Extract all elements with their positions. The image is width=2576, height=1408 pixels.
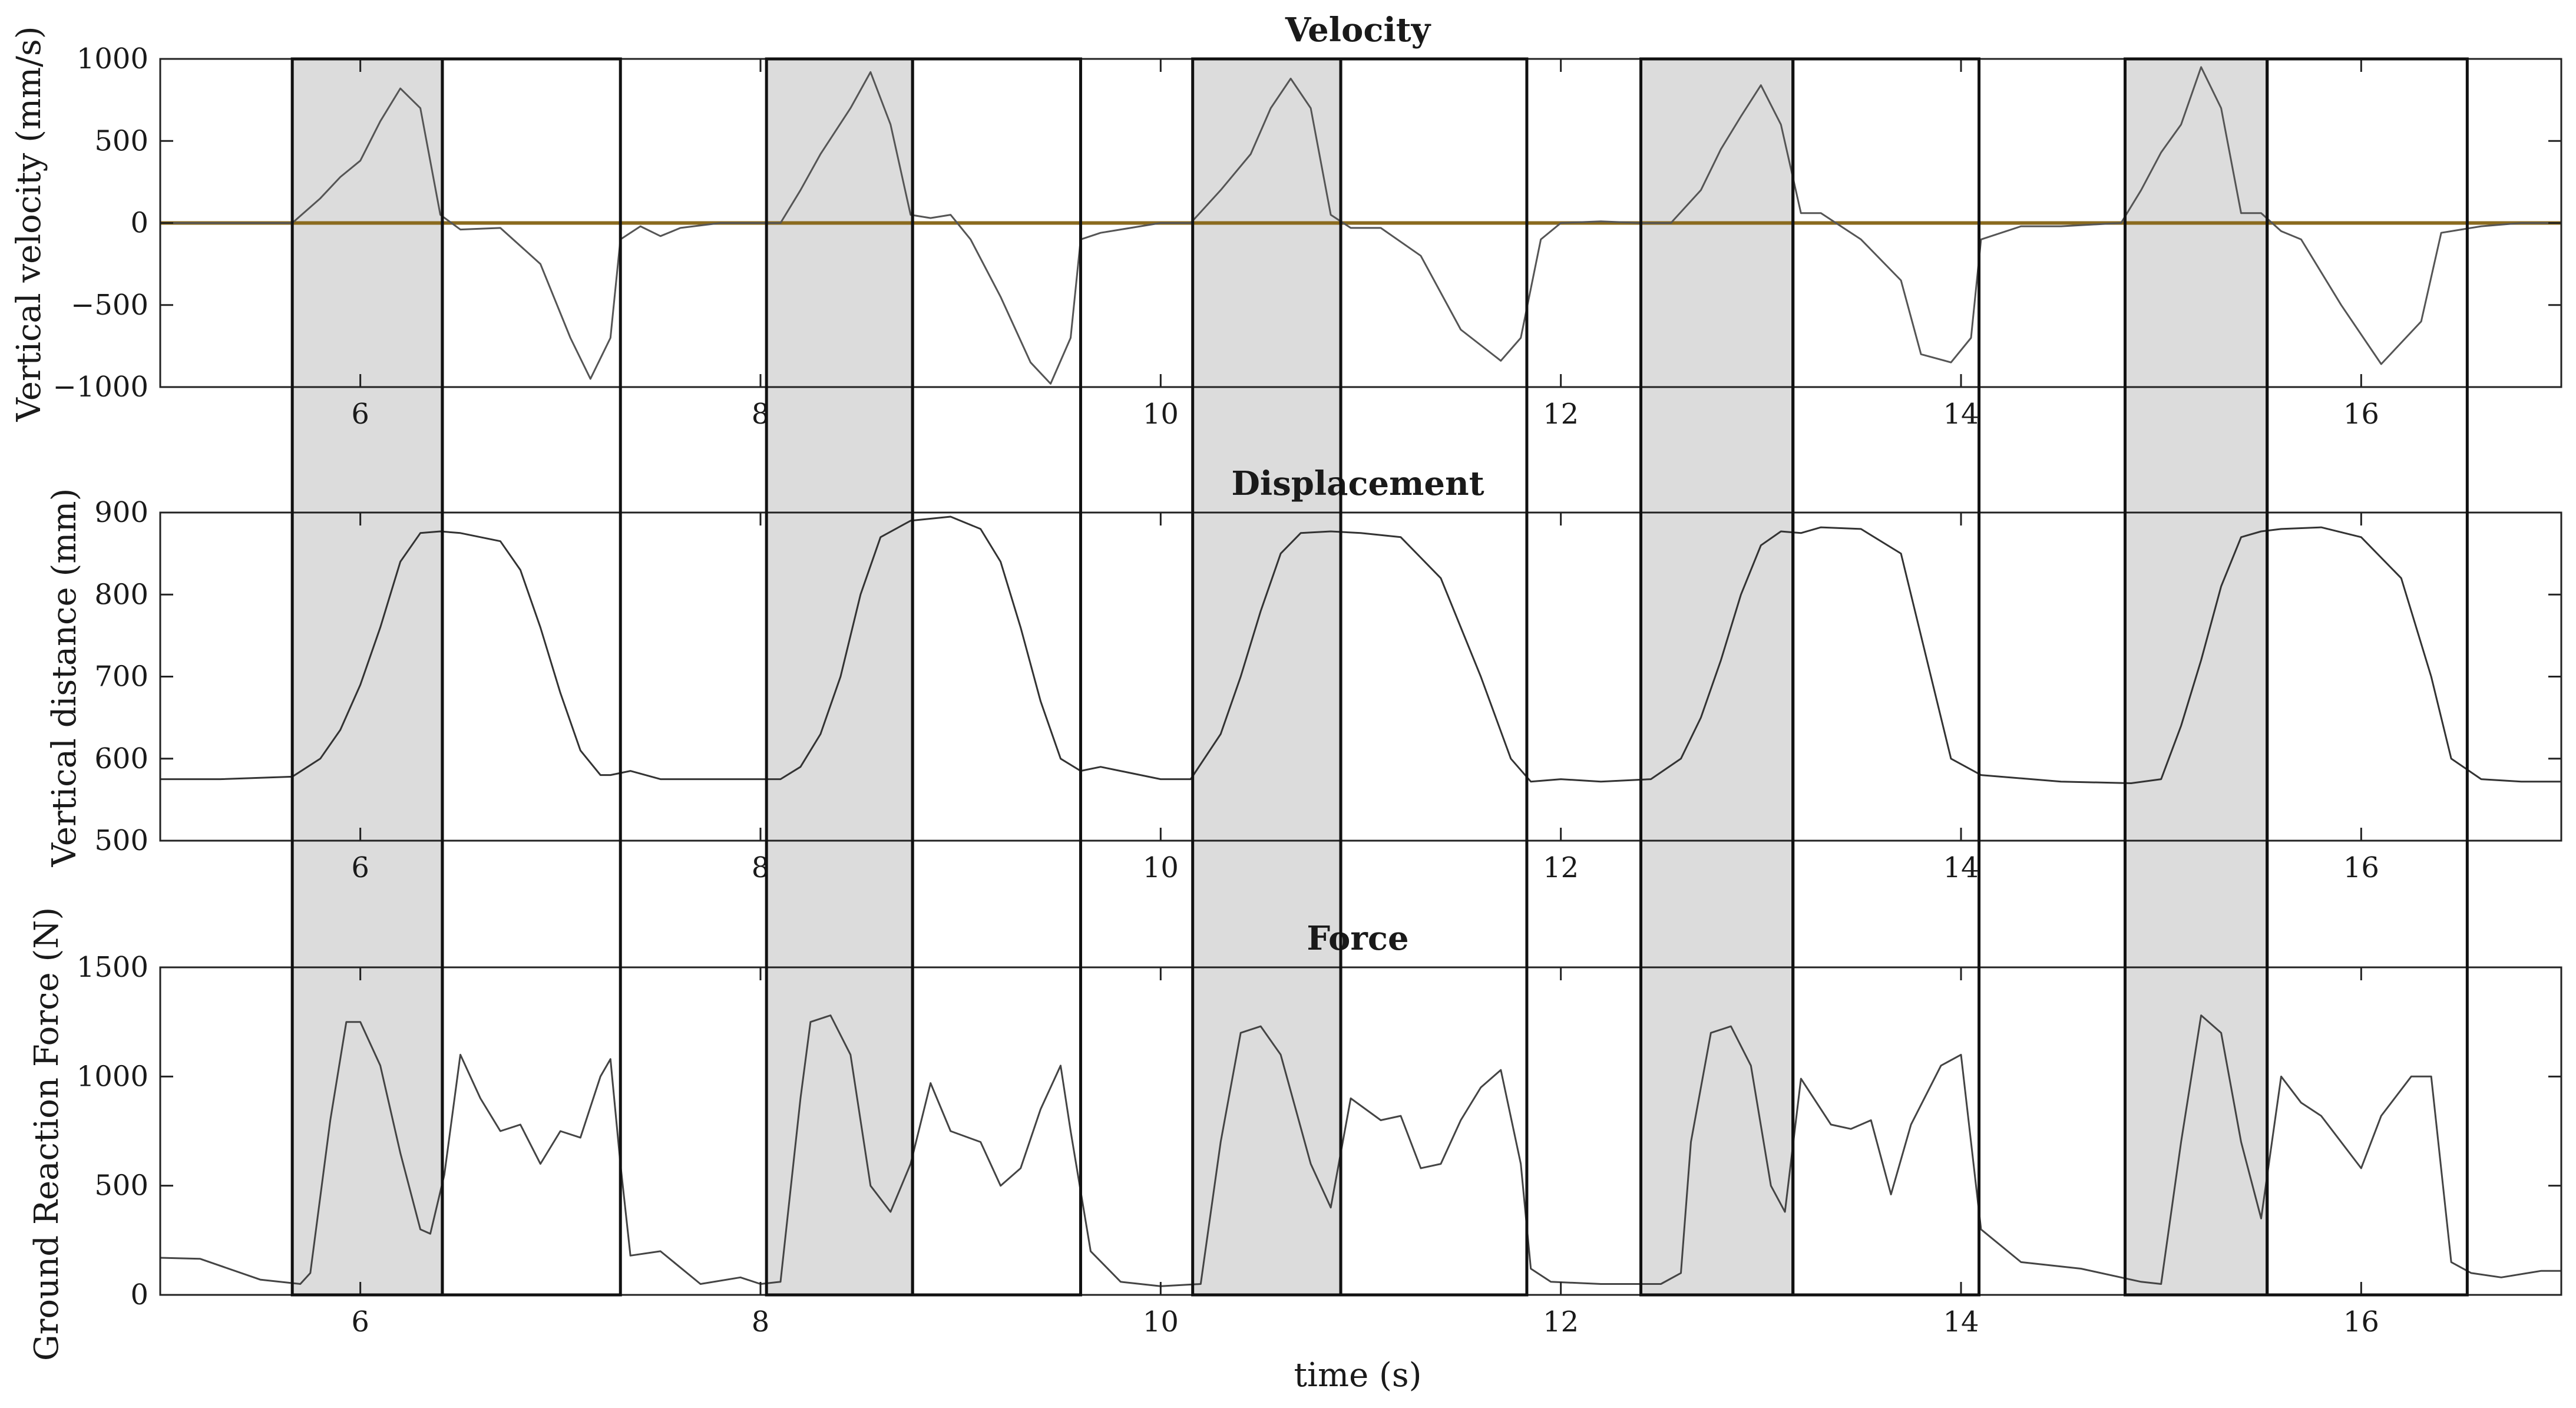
force-x-tick-label: 16 <box>2343 1305 2379 1338</box>
displacement-y-tick-label: 500 <box>94 824 148 857</box>
displacement-y-tick-label: 900 <box>94 496 148 529</box>
velocity-x-tick-label: 12 <box>1543 398 1579 431</box>
velocity-panel: Velocity Vertical velocity (mm/s) 6 8 10 12… <box>10 11 2562 431</box>
velocity-series-line <box>160 66 2561 385</box>
force-x-tick-label: 10 <box>1143 1305 1179 1338</box>
phase-box-layer <box>290 57 2469 1297</box>
phase-box-unshaded <box>441 57 622 1297</box>
displacement-y-tick-label: 800 <box>94 578 148 611</box>
velocity-y-tick-label: 500 <box>94 124 148 157</box>
velocity-title: Velocity <box>1285 11 1431 49</box>
force-x-tick-label: 12 <box>1543 1305 1579 1338</box>
velocity-y-axis-label: Vertical velocity (mm/s) <box>10 26 48 422</box>
phase-shading-layer <box>292 59 2267 1295</box>
displacement-panel: Displacement Vertical distance (mm) 6 8 10… <box>45 464 2562 884</box>
phase-box-unshaded <box>1339 57 1529 1297</box>
force-y-tick-label: 1000 <box>77 1060 148 1093</box>
displacement-x-tick-label: 10 <box>1143 851 1179 884</box>
phase-box-unshaded <box>1791 57 1981 1297</box>
force-y-tick-label: 1500 <box>77 951 148 984</box>
velocity-y-tick-label: 1000 <box>77 42 148 75</box>
displacement-title: Displacement <box>1231 464 1484 503</box>
force-y-tick-label: 500 <box>94 1169 148 1202</box>
force-x-tick-label: 8 <box>752 1305 770 1338</box>
displacement-y-axis-label: Vertical distance (mm) <box>45 488 84 868</box>
displacement-series-line <box>160 515 2561 784</box>
velocity-x-tick-label: 10 <box>1143 398 1179 431</box>
velocity-x-tick-label: 6 <box>351 398 369 431</box>
displacement-x-tick-label: 14 <box>1943 851 1979 884</box>
displacement-y-tick-label: 700 <box>94 660 148 693</box>
velocity-x-tick-label: 14 <box>1943 398 1979 431</box>
phase-shaded-region <box>292 59 442 1295</box>
force-panel: Force Ground Reaction Force (N) time (s)… <box>28 907 2562 1394</box>
force-series-line <box>160 1014 2561 1287</box>
velocity-y-tick-label: −1000 <box>53 371 148 404</box>
velocity-y-tick-label: −500 <box>71 289 148 322</box>
displacement-y-tick-label: 600 <box>94 742 148 775</box>
force-x-tick-label: 6 <box>351 1305 369 1338</box>
force-y-axis-label: Ground Reaction Force (N) <box>28 907 66 1361</box>
phase-box-unshaded <box>2266 57 2469 1297</box>
phase-shaded-region <box>1192 59 1341 1295</box>
displacement-x-tick-label: 16 <box>2343 851 2379 884</box>
velocity-x-tick-label: 16 <box>2343 398 2379 431</box>
force-x-tick-label: 14 <box>1943 1305 1979 1338</box>
time-x-axis-label: time (s) <box>1294 1356 1422 1394</box>
force-y-tick-label: 0 <box>130 1278 148 1311</box>
displacement-x-tick-label: 12 <box>1543 851 1579 884</box>
force-title: Force <box>1307 919 1408 958</box>
displacement-x-tick-label: 6 <box>351 851 369 884</box>
velocity-y-tick-label: 0 <box>130 207 148 240</box>
phase-shaded-region <box>1641 59 1793 1295</box>
phase-box-unshaded <box>911 57 1082 1297</box>
